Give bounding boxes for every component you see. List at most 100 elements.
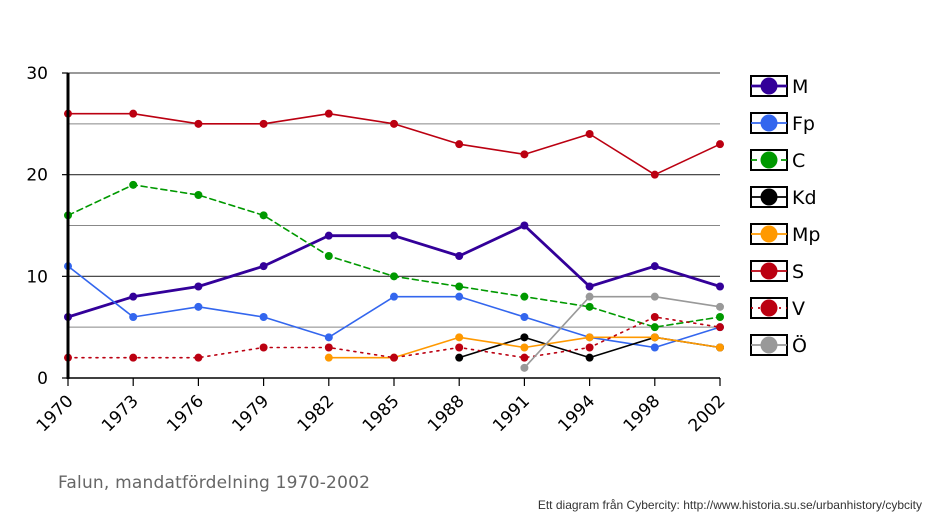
x-tick-label-1988: 1988 bbox=[424, 391, 469, 436]
point-M-1998 bbox=[650, 262, 659, 271]
point-Mp-2002 bbox=[716, 343, 724, 352]
point-C-1998 bbox=[650, 323, 659, 332]
point-Fp-1988 bbox=[455, 292, 464, 301]
point-S-2002 bbox=[716, 140, 724, 149]
point-Mp-1998 bbox=[650, 333, 659, 342]
legend-item-Kd: Kd bbox=[750, 186, 817, 209]
legend-item-C: C bbox=[750, 149, 805, 172]
point-Fp-1998 bbox=[650, 343, 659, 352]
y-tick-label-10: 10 bbox=[26, 267, 48, 287]
series-C bbox=[64, 180, 724, 332]
y-tick-label-0: 0 bbox=[37, 369, 48, 389]
point-Kd-1991 bbox=[520, 333, 529, 342]
point-Ö-1991 bbox=[520, 363, 529, 372]
point-V-1994 bbox=[585, 343, 594, 352]
legend-marker-C bbox=[760, 151, 778, 169]
point-Fp-1976 bbox=[194, 302, 203, 311]
x-tick-label-1976: 1976 bbox=[163, 391, 208, 436]
legend-label-Ö: Ö bbox=[792, 334, 807, 357]
x-tick-label-1994: 1994 bbox=[554, 391, 599, 436]
point-Fp-1973 bbox=[129, 313, 138, 321]
point-S-1998 bbox=[650, 170, 659, 179]
legend-marker-S bbox=[760, 262, 778, 280]
legend-marker-V bbox=[760, 299, 778, 317]
legend-label-V: V bbox=[792, 298, 805, 320]
legend-label-S: S bbox=[792, 261, 804, 283]
point-Fp-1991 bbox=[520, 313, 529, 321]
point-Kd-1988 bbox=[455, 353, 464, 362]
y-tick-label-20: 20 bbox=[26, 166, 48, 186]
point-C-2002 bbox=[716, 313, 724, 321]
x-tick-label-1970: 1970 bbox=[33, 391, 78, 436]
point-M-1994 bbox=[585, 282, 594, 291]
point-C-1973 bbox=[129, 180, 138, 189]
point-M-1991 bbox=[520, 221, 529, 230]
point-M-1976 bbox=[194, 282, 203, 291]
source-credit: Ett diagram från Cybercity: http://www.h… bbox=[537, 498, 922, 512]
series-line-C bbox=[67, 184, 721, 328]
grid-lines bbox=[68, 72, 720, 328]
point-Mp-1991 bbox=[520, 343, 529, 352]
series-V bbox=[64, 313, 724, 362]
point-Fp-1979 bbox=[259, 313, 268, 321]
point-V-1991 bbox=[520, 353, 529, 362]
legend-item-V: V bbox=[750, 297, 805, 320]
series-Ö bbox=[520, 292, 724, 372]
point-C-1979 bbox=[259, 211, 268, 220]
legend-item-Mp: Mp bbox=[750, 223, 820, 246]
chart-caption: Falun, mandatfördelning 1970-2002 bbox=[58, 473, 371, 493]
point-S-1973 bbox=[129, 109, 138, 118]
point-S-1994 bbox=[585, 130, 594, 138]
point-Kd-1994 bbox=[585, 353, 594, 362]
point-Fp-1982 bbox=[324, 333, 333, 342]
point-S-1985 bbox=[390, 119, 398, 128]
legend-marker-M bbox=[760, 77, 778, 95]
point-V-1976 bbox=[194, 353, 203, 362]
series-S bbox=[64, 109, 724, 179]
legend-label-Fp: Fp bbox=[792, 113, 815, 135]
x-tick-label-1982: 1982 bbox=[294, 391, 339, 436]
point-M-1985 bbox=[390, 231, 398, 240]
legend-marker-Mp bbox=[760, 225, 778, 243]
point-Ö-1994 bbox=[585, 292, 594, 301]
point-V-2002 bbox=[716, 323, 724, 332]
x-tick-label-2002: 2002 bbox=[685, 391, 730, 436]
point-M-1988 bbox=[455, 252, 464, 260]
series-lines bbox=[64, 109, 724, 372]
x-tick-label-1985: 1985 bbox=[359, 391, 404, 436]
point-C-1985 bbox=[390, 272, 398, 281]
point-V-1985 bbox=[390, 353, 398, 362]
x-tick-label-1991: 1991 bbox=[489, 391, 534, 436]
point-C-1988 bbox=[455, 282, 464, 291]
legend-item-S: S bbox=[750, 260, 804, 283]
y-tick-label-30: 30 bbox=[26, 64, 48, 84]
point-S-1976 bbox=[194, 119, 203, 128]
legend-label-M: M bbox=[792, 76, 808, 98]
point-Fp-1985 bbox=[390, 292, 398, 301]
legend-item-Fp: Fp bbox=[750, 112, 815, 135]
point-V-1982 bbox=[324, 343, 333, 352]
point-S-1991 bbox=[520, 150, 529, 159]
legend-label-Mp: Mp bbox=[792, 224, 820, 246]
x-tick-label-1979: 1979 bbox=[228, 391, 273, 436]
point-M-1982 bbox=[324, 231, 333, 240]
x-tick-label-1973: 1973 bbox=[98, 391, 143, 436]
point-Mp-1994 bbox=[585, 333, 594, 342]
point-C-1994 bbox=[585, 302, 594, 311]
point-S-1982 bbox=[324, 109, 333, 118]
x-axis-ticks: 1970 1973 1976 1979 1982 1985 1988 1991 1994 1998… bbox=[33, 378, 730, 436]
point-S-1979 bbox=[259, 119, 268, 128]
x-tick-label-1998: 1998 bbox=[620, 391, 665, 436]
point-C-1991 bbox=[520, 292, 529, 301]
axes bbox=[66, 73, 720, 379]
legend-label-Kd: Kd bbox=[792, 187, 817, 209]
legend-marker-Fp bbox=[760, 114, 778, 132]
point-V-1973 bbox=[129, 353, 138, 362]
series-M bbox=[64, 221, 724, 321]
legend: M Fp C Kd Mp SVÖ bbox=[750, 75, 820, 357]
legend-marker-Ö bbox=[760, 336, 778, 354]
y-axis-ticks: 0 10 20 30 bbox=[26, 64, 68, 389]
point-M-2002 bbox=[716, 282, 724, 291]
point-M-1973 bbox=[129, 292, 138, 301]
